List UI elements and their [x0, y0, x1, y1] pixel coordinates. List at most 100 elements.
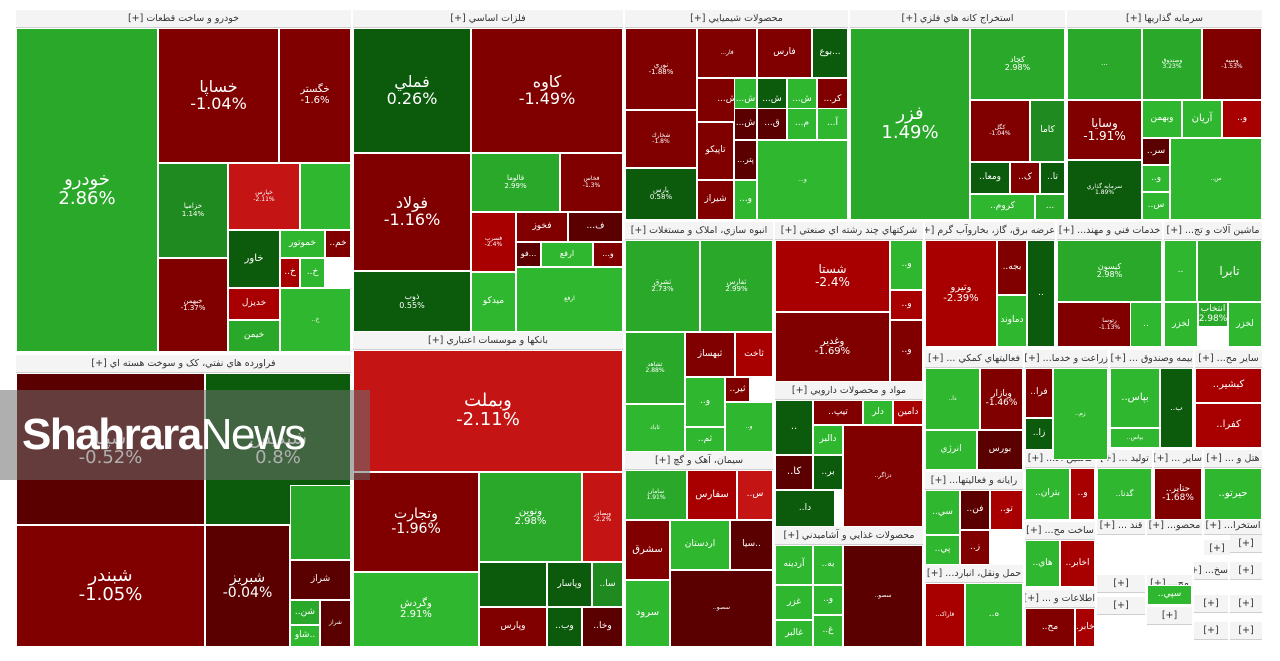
stock-tile[interactable]: ..سا — [592, 562, 623, 607]
stock-tile[interactable]: خگستر -1.6% — [279, 28, 351, 163]
stock-tile[interactable]: ..زم — [1053, 368, 1108, 460]
stock-tile[interactable]: ..و — [1142, 165, 1170, 192]
stock-tile[interactable]: تاپيکو — [697, 122, 734, 180]
stock-tile[interactable]: ..و — [890, 240, 923, 290]
stock-tile[interactable]: ..فرا — [1025, 368, 1053, 418]
sector-title[interactable]: استخراج کانه هاي فلزي [+] — [850, 10, 1065, 28]
sector-title[interactable]: اطلاعات و ... [+] — [1025, 590, 1095, 608]
stock-tile[interactable]: ..خ — [300, 258, 325, 288]
sector-title[interactable]: [+] — [1147, 607, 1192, 625]
stock-tile[interactable]: ..ه — [965, 583, 1023, 647]
stock-tile[interactable]: خزاميا 1.14% — [158, 163, 228, 258]
stock-tile[interactable]: ..حيرتو — [1204, 468, 1262, 520]
stock-tile[interactable]: ..تو — [990, 490, 1023, 530]
stock-tile[interactable]: ..ومعا — [970, 162, 1010, 194]
stock-tile[interactable]: .. — [1027, 240, 1055, 347]
stock-tile[interactable]: ..کفرا — [1195, 403, 1262, 448]
stock-tile[interactable]: ارفع — [541, 242, 593, 267]
stock-tile[interactable]: فو... — [516, 242, 541, 267]
stock-tile[interactable]: لخزر — [1164, 302, 1198, 347]
stock-tile[interactable]: ثفارس 2.99% — [700, 240, 773, 332]
stock-tile[interactable]: سرمايه گذاري 1.89% — [1067, 160, 1142, 220]
stock-tile[interactable]: تابرا — [1197, 240, 1262, 302]
stock-tile[interactable]: ..اخابر — [1060, 540, 1095, 587]
stock-tile[interactable]: اردستان — [670, 520, 730, 570]
stock-tile[interactable]: آردينه — [775, 545, 813, 585]
stock-tile[interactable]: ..زا — [1025, 418, 1053, 450]
sector-title[interactable]: حمل ونقل، انبارد... [+] — [925, 565, 1023, 583]
sector-title[interactable]: رايانه و فعاليتها... [+] — [925, 472, 1023, 490]
stock-tile[interactable]: سيا.. — [730, 520, 773, 570]
stock-tile[interactable]: ..خم — [325, 230, 351, 258]
stock-tile[interactable]: ...فار — [697, 28, 757, 78]
sector-small6[interactable]: [+] — [1230, 595, 1262, 620]
sector-title[interactable]: انبوه سازي، املاک و مستغلات [+] — [625, 222, 773, 240]
sector-title[interactable]: خودرو و ساخت قطعات [+] — [16, 10, 351, 28]
stock-tile[interactable]: ثشاهد 2.88% — [625, 332, 685, 404]
stock-tile[interactable]: وغدير -1.69% — [775, 312, 890, 382]
stock-tile[interactable]: وتجارت -1.96% — [353, 472, 479, 572]
sector-title[interactable]: محصولات شيميايي [+] — [625, 10, 848, 28]
stock-tile[interactable]: فخوز — [516, 212, 568, 242]
sector-small2[interactable]: [+] — [1097, 575, 1145, 595]
sector-title[interactable]: ماشين آلات و تج... [+] — [1164, 222, 1262, 240]
sector-title[interactable]: مواد و محصولات دارويي [+] — [775, 382, 923, 400]
stock-tile[interactable]: ..و — [725, 402, 773, 452]
sector-small8[interactable]: [+] — [1230, 622, 1262, 647]
sector-title[interactable]: [+] — [1194, 622, 1228, 640]
sector-title[interactable]: عرضه برق، گاز، بخاروآب گرم [+] — [925, 222, 1055, 240]
stock-tile[interactable]: خودرو 2.86% — [16, 28, 158, 352]
sector-small1[interactable]: [+] — [1230, 562, 1262, 592]
stock-tile[interactable]: ..خ — [280, 288, 351, 352]
sector-title[interactable]: هتل و ... [+] — [1204, 450, 1262, 468]
stock-tile[interactable]: ..گدنا — [1097, 468, 1152, 520]
stock-tile[interactable]: وسپه -1.53% — [1202, 28, 1262, 100]
stock-tile[interactable]: ..ز — [960, 530, 990, 565]
sector-small4[interactable]: [+] — [1147, 607, 1192, 647]
stock-tile[interactable]: ..و — [1070, 468, 1095, 520]
stock-tile[interactable]: ...و — [757, 140, 848, 220]
sector-title[interactable]: محصولات غذايي و آشاميدني [+] — [775, 527, 923, 545]
stock-tile[interactable]: ...آ — [817, 108, 848, 140]
stock-tile[interactable]: شبريز -0.04% — [205, 525, 290, 647]
stock-tile[interactable]: وبازار -1.46% — [980, 368, 1023, 430]
stock-tile[interactable]: ..سپي — [1147, 585, 1192, 605]
sector-title[interactable]: [+] — [1097, 575, 1145, 593]
stock-tile[interactable]: ..ک — [1010, 162, 1040, 194]
sector-title[interactable]: فلزات اساسي [+] — [353, 10, 623, 28]
stock-tile[interactable]: شاو.. — [290, 625, 320, 647]
stock-tile[interactable]: شبندر -1.05% — [16, 525, 205, 647]
stock-tile[interactable]: وبهمن — [1142, 100, 1182, 138]
stock-tile[interactable]: ..و — [813, 585, 843, 615]
stock-tile[interactable]: ميدکو — [471, 272, 516, 332]
stock-tile[interactable]: ..خ — [280, 258, 300, 288]
sector-title[interactable]: ساخت مح... [+] — [1025, 522, 1095, 540]
sector-title[interactable]: ساير مح... [+] — [1195, 350, 1262, 368]
stock-tile[interactable]: ذوب 0.55% — [353, 271, 471, 332]
stock-tile[interactable]: ..فن — [960, 490, 990, 530]
stock-tile[interactable]: ثاباد — [625, 404, 685, 452]
sector-title[interactable]: توليد ... [+] — [1097, 450, 1152, 468]
stock-tile[interactable]: دماوند — [997, 295, 1027, 347]
stock-tile[interactable]: ..دا — [925, 368, 980, 430]
stock-tile[interactable]: ونوين 2.98% — [479, 472, 582, 562]
stock-tile[interactable]: .. — [1164, 240, 1197, 302]
stock-tile[interactable]: سرود — [625, 580, 670, 647]
sector-title[interactable]: [+] — [1230, 562, 1262, 580]
stock-tile[interactable]: وبصادر -2.2% — [582, 472, 623, 562]
sector-sakhtt[interactable]: سخ... [+] — [1194, 562, 1228, 592]
sector-title[interactable]: خدمات فني و مهند... [+] — [1057, 222, 1162, 240]
stock-tile[interactable]: سامان 1.91% — [625, 470, 687, 520]
stock-tile[interactable]: سشرق — [625, 520, 670, 580]
sector-small9[interactable]: [+] — [1230, 535, 1262, 555]
stock-tile[interactable]: بورس — [977, 430, 1023, 470]
stock-tile[interactable]: ...و — [734, 180, 757, 220]
stock-tile[interactable]: دامين — [893, 400, 923, 425]
stock-tile[interactable]: انرژي — [925, 430, 977, 470]
stock-tile[interactable]: وپاسار — [547, 562, 592, 607]
sector-title[interactable]: بانکها و موسسات اعتباري [+] — [353, 332, 623, 350]
sector-title[interactable]: قند ... [+] — [1097, 517, 1145, 535]
stock-tile[interactable]: کگل -1.04% — [970, 100, 1030, 162]
sector-title[interactable]: شرکتهاي چند رشته اي صنعتي [+] — [775, 222, 923, 240]
stock-tile[interactable]: خيمن — [228, 320, 280, 352]
